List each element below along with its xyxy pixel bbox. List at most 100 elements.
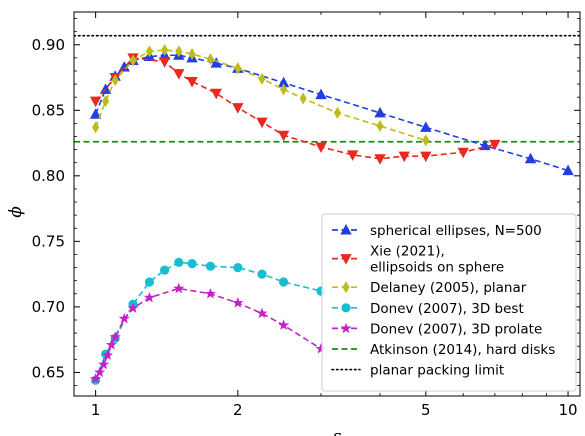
data-point [98,358,110,370]
data-point [257,269,267,279]
data-point [89,96,102,108]
legend-label: Donev (2007), 3D prolate [370,321,542,337]
legend-label: ellipsoids on sphere [370,260,504,276]
series-1 [89,53,501,165]
data-point [232,103,244,114]
data-point [315,88,327,100]
data-point [299,92,307,105]
x-tick-label: 2 [233,401,243,419]
data-point [145,45,154,58]
legend-box [321,213,577,392]
data-point [206,53,215,66]
data-point [210,88,222,100]
legend-item-5: Atkinson (2014), hard disks [332,342,555,358]
data-point [232,297,244,308]
data-point [173,69,185,80]
x-tick-label: 5 [421,401,431,419]
y-tick-label: 0.70 [32,298,65,316]
data-point [89,108,102,119]
data-point [315,343,327,354]
x-tick-label: 1 [91,401,101,419]
series-layer [89,44,574,385]
data-point [234,62,242,75]
series-4 [90,282,327,384]
data-point [376,120,384,133]
data-point [233,262,243,273]
x-axis-label: ε [332,427,341,436]
data-point [174,257,184,267]
data-point [489,139,501,151]
data-point [420,151,432,163]
data-point [160,265,170,275]
data-point [90,373,102,384]
data-point [256,117,268,129]
y-tick-label: 0.80 [32,167,65,185]
data-point [258,72,266,85]
data-point [102,95,110,108]
data-point [333,106,342,119]
data-point [144,277,155,287]
data-point [457,147,469,159]
data-point [186,76,198,88]
legend-marker [340,322,352,334]
data-point [129,54,137,67]
legend-item-2: Delaney (2005), planar [332,280,527,296]
legend-item-6: planar packing limit [331,363,504,379]
data-point [205,261,216,271]
legend-label: Xie (2021), [370,244,445,260]
data-point [277,130,290,142]
y-tick-label: 0.75 [32,232,65,250]
data-point [94,366,106,378]
data-point [102,349,114,361]
series-line-2 [94,49,427,142]
data-point [118,312,130,324]
data-point [524,152,537,164]
legend-label: planar packing limit [370,363,504,379]
data-point [105,339,117,350]
data-point [175,45,183,58]
legend-label: Delaney (2005), planar [370,280,527,296]
data-point [315,142,327,153]
data-point [562,164,574,176]
y-tick-label: 0.65 [32,363,65,381]
data-point [279,277,289,287]
data-point [278,319,290,330]
legend-item-0: spherical ellipses, N=500 [332,223,542,239]
data-point [374,106,386,118]
y-tick-label: 0.90 [32,36,65,54]
data-point [346,150,359,161]
legend-item-3: Donev (2007), 3D best [332,301,524,317]
data-point [118,61,130,72]
series-2 [92,44,430,147]
data-point [280,83,288,96]
legend-item-4: Donev (2007), 3D prolate [332,321,542,337]
legend-label: Donev (2007), 3D best [370,301,524,317]
legend-label: Atkinson (2014), hard disks [370,342,555,358]
data-point [109,331,121,342]
x-tick-label: 10 [558,401,577,419]
y-axis-label: ϕ [6,206,26,218]
data-point [143,291,155,303]
plot-frame [73,11,581,397]
data-point [256,307,268,319]
legend-marker [341,303,351,313]
legend-label: spherical ellipses, N=500 [370,223,542,239]
legend-item-1: Xie (2021),ellipsoids on sphere [332,244,504,276]
legend: spherical ellipses, N=500 Xie (2021),elli… [321,213,577,392]
series-line-0 [94,54,569,172]
legend-marker [340,224,352,235]
data-point [187,259,197,269]
data-point [158,57,171,68]
data-point [420,121,432,132]
y-tick-label: 0.85 [32,101,65,119]
data-point [277,76,290,88]
axis-ticks: 1 2 5 10 0.65 0.70 0.75 0.80 0.85 0.90 [32,12,580,419]
data-point [99,83,112,94]
data-point [161,44,169,57]
data-point [204,287,216,299]
data-point [210,57,222,68]
data-point [422,134,430,147]
data-point [92,121,100,134]
data-point [111,74,119,87]
